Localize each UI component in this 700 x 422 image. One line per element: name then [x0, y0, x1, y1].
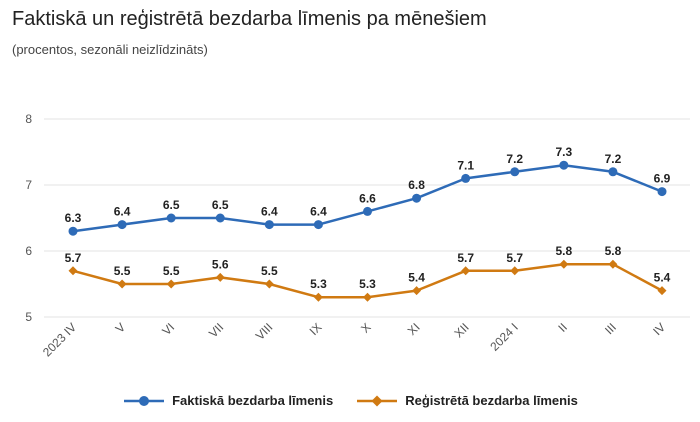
x-tick-label: VI [159, 320, 177, 338]
x-tick-label: V [113, 320, 129, 336]
data-label: 6.4 [114, 205, 131, 219]
data-point-diamond [166, 279, 176, 289]
data-label: 5.5 [261, 264, 278, 278]
data-point-diamond [510, 266, 520, 276]
x-tick-label: 2024 I [487, 320, 520, 353]
data-label: 5.7 [457, 251, 474, 265]
data-label: 5.5 [114, 264, 131, 278]
data-point-circle [68, 226, 78, 236]
chart-title: Faktiskā un reģistrētā bezdarba līmenis … [12, 8, 487, 30]
data-label: 6.4 [310, 205, 327, 219]
x-tick-label: III [602, 320, 619, 337]
x-tick-label: VIII [253, 320, 276, 343]
data-label: 5.5 [163, 264, 180, 278]
data-label: 6.5 [163, 198, 180, 212]
data-point-diamond [657, 286, 667, 296]
data-point-circle [608, 167, 618, 177]
legend-diamond-marker-icon [357, 395, 398, 406]
data-label: 6.8 [408, 178, 425, 192]
data-label: 5.8 [605, 244, 622, 258]
data-point-diamond [559, 259, 569, 269]
data-point-diamond [363, 292, 372, 302]
y-tick-label: 8 [25, 112, 32, 126]
data-label: 7.1 [457, 158, 474, 172]
data-point-diamond [608, 259, 618, 269]
data-label: 6.5 [212, 198, 229, 212]
data-label: 6.3 [65, 211, 82, 225]
data-label: 7.3 [555, 145, 572, 159]
data-label: 6.6 [359, 191, 376, 205]
legend-item-faktiska[interactable]: Faktiskā bezdarba līmenis [122, 393, 333, 408]
data-point-circle [363, 206, 372, 216]
data-point-diamond [264, 279, 274, 289]
y-tick-label: 6 [25, 244, 32, 258]
legend-circle-marker-icon [124, 395, 165, 406]
data-point-circle [117, 220, 127, 230]
x-tick-label: 2023 IV [40, 320, 79, 359]
data-point-circle [264, 220, 274, 230]
x-tick-label: IX [307, 320, 325, 338]
data-label: 5.6 [212, 257, 229, 271]
data-label: 5.7 [506, 251, 523, 265]
legend-label-faktiska: Faktiskā bezdarba līmenis [172, 393, 334, 408]
data-point-diamond [461, 266, 471, 276]
data-label: 7.2 [506, 152, 523, 166]
data-point-diamond [215, 272, 225, 282]
y-tick-label: 5 [25, 310, 32, 324]
data-label: 5.3 [310, 277, 327, 291]
data-point-circle [215, 213, 225, 223]
data-point-circle [657, 187, 667, 197]
data-point-circle [166, 213, 176, 223]
data-label: 7.2 [605, 152, 622, 166]
data-point-circle [461, 173, 471, 183]
chart-legend: Faktiskā bezdarba līmenis Reģistrētā bez… [0, 393, 700, 408]
x-tick-label: IV [650, 320, 668, 338]
data-point-circle [412, 193, 422, 203]
chart-subtitle: (procentos, sezonāli neizlīdzināts) [12, 42, 208, 57]
x-tick-label: VII [206, 320, 226, 340]
y-tick-label: 7 [25, 178, 32, 192]
legend-item-registreta[interactable]: Reģistrētā bezdarba līmenis [355, 393, 578, 408]
data-point-circle [559, 160, 569, 170]
data-label: 5.4 [408, 271, 425, 285]
data-point-diamond [68, 266, 78, 276]
x-tick-label: XII [452, 320, 472, 340]
x-tick-label: X [358, 320, 374, 336]
data-label: 5.7 [65, 251, 82, 265]
data-label: 5.3 [359, 277, 376, 291]
data-point-diamond [412, 286, 422, 296]
data-label: 6.4 [261, 205, 278, 219]
x-tick-label: XI [405, 320, 423, 338]
data-point-circle [510, 167, 520, 177]
data-label: 6.9 [654, 172, 671, 186]
legend-label-registreta: Reģistrētā bezdarba līmenis [405, 393, 578, 408]
x-tick-label: II [555, 320, 570, 335]
data-point-diamond [313, 292, 323, 302]
data-point-diamond [117, 279, 127, 289]
data-label: 5.4 [654, 271, 671, 285]
data-point-circle [313, 220, 323, 230]
data-label: 5.8 [555, 244, 572, 258]
